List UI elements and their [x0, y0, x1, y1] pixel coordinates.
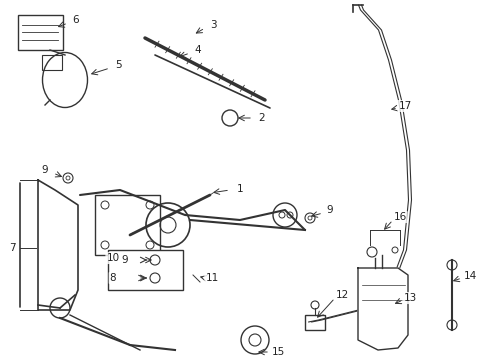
Text: 13: 13 [403, 293, 416, 303]
Text: 9: 9 [326, 205, 333, 215]
Text: 14: 14 [463, 271, 476, 281]
Bar [95, 195, 160, 255]
Text: 11: 11 [205, 273, 218, 283]
Text: 15: 15 [271, 347, 284, 357]
Text: 17: 17 [398, 101, 411, 111]
Text: 12: 12 [335, 290, 348, 300]
Text: 2: 2 [258, 113, 265, 123]
Bar [305, 315, 325, 330]
Text: 5: 5 [115, 60, 121, 70]
Text: 1: 1 [236, 184, 243, 194]
Polygon shape [357, 268, 407, 350]
Bar [42, 55, 62, 70]
Bar [18, 15, 63, 50]
Text: 3: 3 [209, 20, 216, 30]
Text: 9: 9 [41, 165, 48, 175]
Text: 7: 7 [9, 243, 15, 253]
Text: 6: 6 [73, 15, 79, 25]
Text: 4: 4 [194, 45, 201, 55]
Text: 10: 10 [106, 253, 120, 263]
Text: 16: 16 [392, 212, 406, 222]
Text: 9: 9 [122, 255, 128, 265]
Text: 8: 8 [109, 273, 116, 283]
Bar [108, 250, 183, 290]
